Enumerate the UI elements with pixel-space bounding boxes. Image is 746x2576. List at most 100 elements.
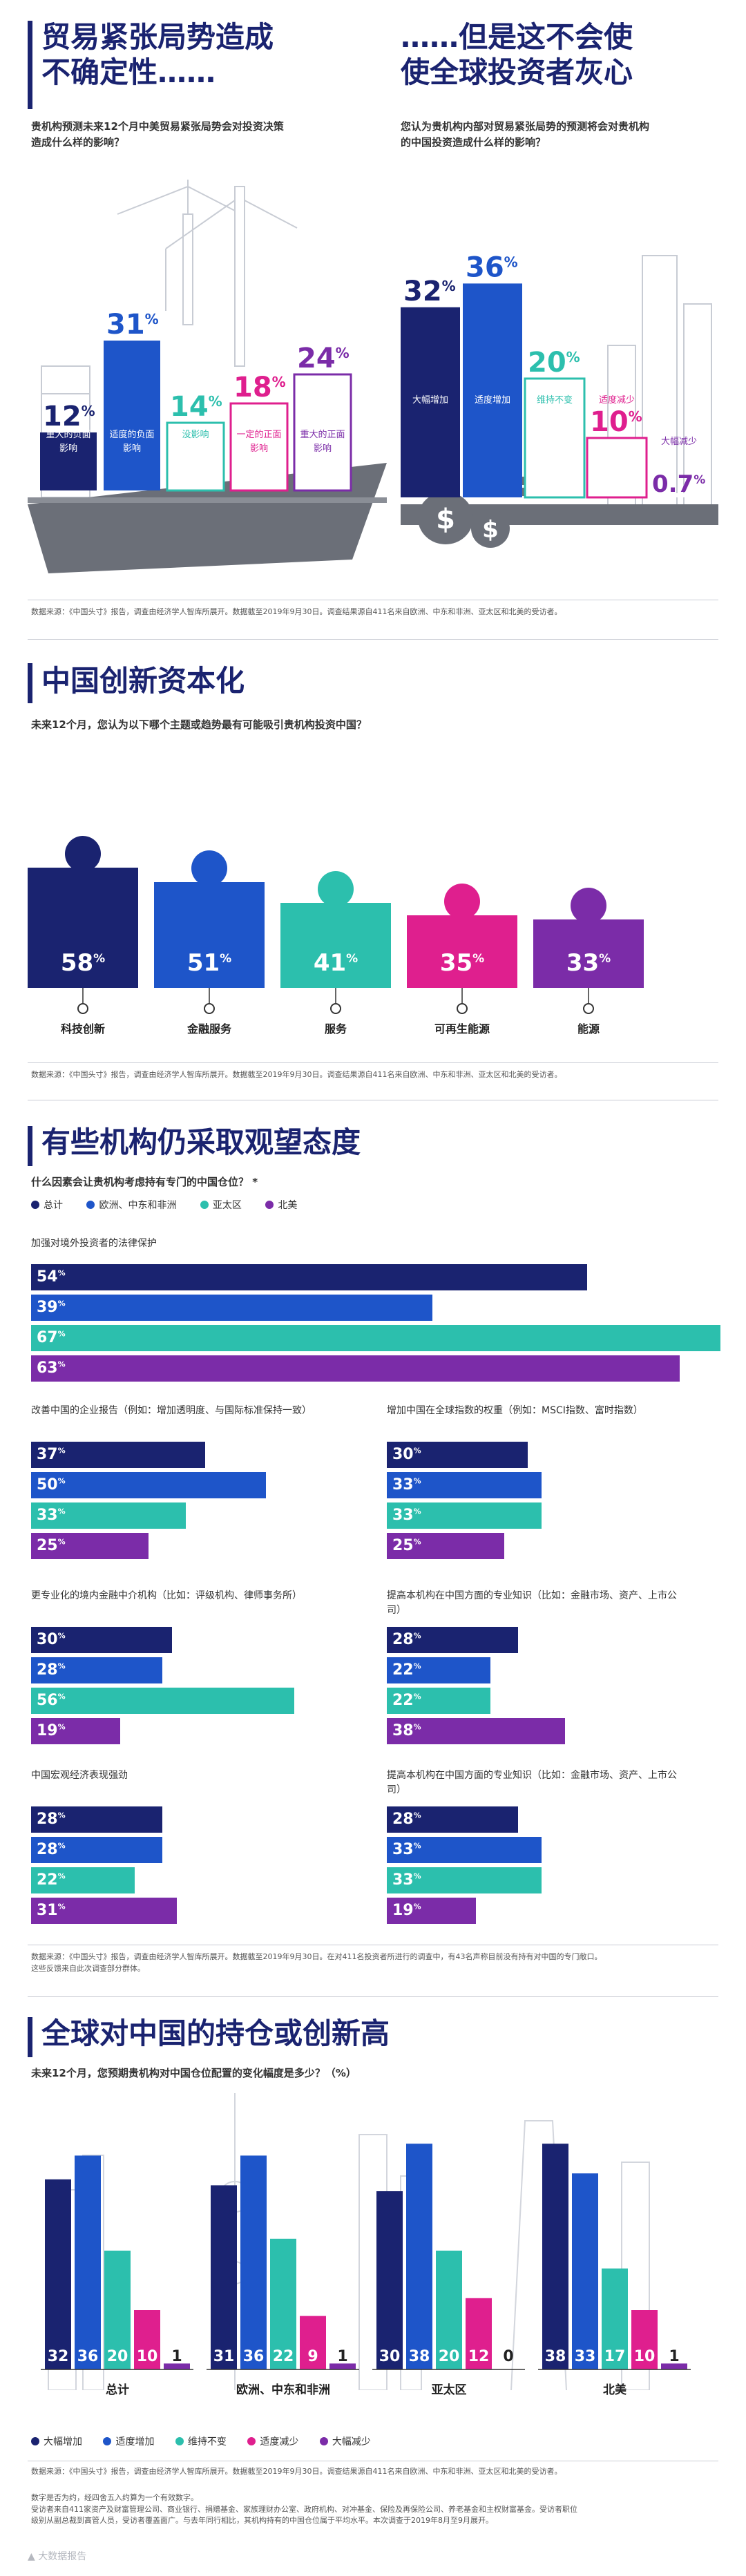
data-label: 20 [439,2348,460,2365]
tick-marker [204,1003,215,1014]
legend-dot [265,1201,274,1209]
legend-label: 大幅增加 [44,2436,82,2448]
data-label: 37% [37,1446,66,1463]
data-label: 22% [392,1661,421,1679]
data-label: 32% [403,276,456,307]
data-label: 25% [392,1537,421,1554]
bar [329,2363,356,2369]
bar [164,2363,190,2369]
data-label: 20 [107,2348,128,2365]
legend-label: 欧洲、中东和非洲 [99,1200,177,1211]
data-label: 31 [213,2348,235,2365]
data-label: 10 [137,2348,158,2365]
legend-label: 北美 [278,1200,298,1211]
legend-label: 维持不变 [187,2436,227,2448]
bar [211,2185,237,2369]
data-label: 25% [37,1537,66,1554]
bar-category-label: 适度增加 [474,395,510,406]
category-label: 科技创新 [60,1022,105,1036]
data-label: 41% [314,949,358,977]
legend-dot [103,2437,112,2445]
data-label: 10% [590,406,642,438]
bar [40,432,97,490]
bar-category-label: 重大的正面影响 [300,430,345,454]
data-label: 31% [37,1902,66,1919]
bar: 19% [387,1898,477,1924]
bar: 28% [387,1627,519,1653]
divider [28,639,718,640]
watermark: ▲ 大数据报告 [28,2551,87,2562]
category-icon [444,884,480,919]
group-label: 改善中国的企业报告（例如：增加透明度、与国际标准保持一致） [31,1405,312,1416]
legend-dot [86,1201,95,1209]
data-label: 0.7% [652,470,705,498]
category-label: 欧洲、中东和非洲 [236,2383,330,2397]
data-label: 28% [37,1661,66,1679]
tick-marker [330,1003,341,1014]
bar [436,2251,462,2369]
data-label: 28% [37,1811,66,1828]
data-label: 33% [566,949,611,977]
bar: 63% [31,1355,680,1382]
bar: 50% [31,1472,266,1498]
section-accent [28,1126,32,1166]
bar: 37% [31,1442,205,1468]
bar: 22% [387,1688,490,1714]
bar-category-label: 适度减少 [598,395,635,406]
bar [631,2310,658,2369]
data-label: 28% [392,1631,421,1648]
legend-label: 大幅减少 [332,2436,371,2448]
data-label: 17 [604,2348,626,2365]
data-label: 22% [37,1871,66,1889]
data-label: 38 [545,2348,566,2365]
divider [28,1062,718,1063]
bar [134,2310,160,2369]
bar: 30% [31,1627,172,1653]
data-label: 33% [37,1507,66,1524]
tick-marker [457,1003,468,1014]
data-label: 0 [503,2348,513,2365]
bar: 33% [387,1867,542,1893]
legend-dot [319,2437,328,2445]
source-note-1: 数据来源：《中国头寸》报告，调查由经济学人智库所展开。数据截至2019年9月30… [31,607,562,616]
bar [293,373,352,492]
group-label: 更专业化的境内金融中介机构（比如：评级机构、律师事务所） [31,1590,302,1601]
data-label: 9 [307,2348,318,2365]
legend-dot [247,2437,256,2445]
data-label: 20% [528,347,580,379]
section4-question: 未来12个月，您预期贵机构对中国仓位配置的变化幅度是多少？（%） [31,2067,356,2079]
svg-text:$: $ [436,504,455,535]
legend-bottom: 大幅增加 适度增加 维持不变 适度减少 大幅减少 [31,2435,715,2450]
bar: 31% [31,1898,177,1924]
bar: 30% [387,1442,528,1468]
category-icon [571,888,606,924]
data-label: 10 [634,2348,656,2365]
group-label: 提高本机构在中国方面的专业知识（比如：金融市场、资产、上市公司） [387,1770,677,1795]
section-accent [28,21,32,109]
bar: 67% [31,1325,721,1351]
bar [586,437,648,499]
bar: 38% [387,1718,566,1744]
bar [154,882,265,988]
footnotes: 数字是否为约，经四舍五入约算为一个有效数字。 受访者来自411家资产及财富管理公司… [31,2493,577,2525]
data-label: 30 [379,2348,401,2365]
bar [466,2298,492,2369]
bar [524,377,586,499]
source-note-3: 数据来源：《中国头寸》报告，调查由经济学人智库所展开。数据截至2019年9月30… [31,1952,602,1973]
data-label: 51% [187,949,231,977]
section-accent [28,663,32,703]
bar-category-label: 适度的负面影响 [109,430,155,454]
data-label: 32 [48,2348,69,2365]
legend-dot [200,1201,209,1209]
bar: 28% [31,1837,163,1863]
chart2-svg: 32% 36% 20% 10% 0.7% [401,251,709,499]
bar [602,2268,628,2369]
data-label: 58% [61,949,105,977]
bar [104,341,160,490]
bar: 33% [387,1472,542,1498]
data-label: 28% [37,1841,66,1858]
bar: 33% [387,1502,542,1529]
chart3-svg: 58% 51% 41% 35% 33% [28,836,644,1014]
bar [407,915,517,988]
bar [270,2238,296,2369]
